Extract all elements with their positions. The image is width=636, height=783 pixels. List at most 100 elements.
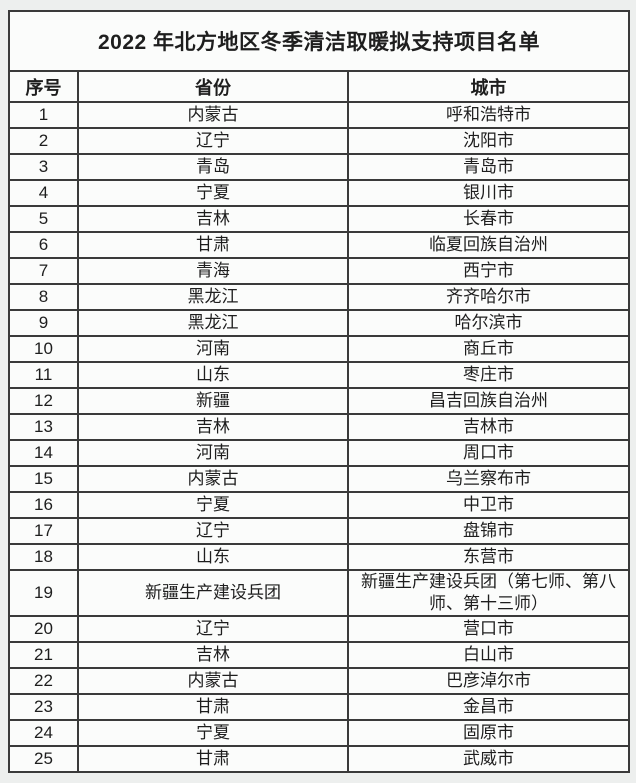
province-cell: 甘肃 <box>77 231 349 259</box>
city-cell: 齐齐哈尔市 <box>347 283 630 311</box>
row-number-cell: 22 <box>8 667 79 695</box>
table-row: 3 青岛 青岛市 <box>8 153 630 181</box>
row-number-cell: 13 <box>8 413 79 441</box>
row-number-cell: 21 <box>8 641 79 669</box>
table-row: 8 黑龙江 齐齐哈尔市 <box>8 283 630 311</box>
city-cell: 临夏回族自治州 <box>347 231 630 259</box>
row-number-cell: 14 <box>8 439 79 467</box>
province-cell: 新疆 <box>77 387 349 415</box>
city-cell: 哈尔滨市 <box>347 309 630 337</box>
province-cell: 河南 <box>77 439 349 467</box>
table-row: 5 吉林 长春市 <box>8 205 630 233</box>
table-row: 25 甘肃 武威市 <box>8 745 630 773</box>
city-cell: 商丘市 <box>347 335 630 363</box>
row-number-cell: 18 <box>8 543 79 571</box>
table-row: 14 河南 周口市 <box>8 439 630 467</box>
province-cell: 辽宁 <box>77 517 349 545</box>
province-cell: 山东 <box>77 543 349 571</box>
table-row: 11 山东 枣庄市 <box>8 361 630 389</box>
city-cell: 固原市 <box>347 719 630 747</box>
table-row: 16 宁夏 中卫市 <box>8 491 630 519</box>
province-cell: 青岛 <box>77 153 349 181</box>
province-cell: 吉林 <box>77 205 349 233</box>
row-number-cell: 19 <box>8 569 79 617</box>
province-cell: 河南 <box>77 335 349 363</box>
city-cell: 周口市 <box>347 439 630 467</box>
column-header-index: 序号 <box>8 70 79 103</box>
city-cell: 青岛市 <box>347 153 630 181</box>
heating-support-projects-table: 2022 年北方地区冬季清洁取暖拟支持项目名单 序号 省份 城市 1 内蒙古 呼和浩… <box>8 10 630 773</box>
city-cell: 乌兰察布市 <box>347 465 630 493</box>
city-cell: 呼和浩特市 <box>347 101 630 129</box>
column-header-city: 城市 <box>347 70 630 103</box>
table-title-row: 2022 年北方地区冬季清洁取暖拟支持项目名单 <box>8 10 630 72</box>
row-number-cell: 24 <box>8 719 79 747</box>
city-cell: 吉林市 <box>347 413 630 441</box>
table-row: 17 辽宁 盘锦市 <box>8 517 630 545</box>
table-header-row: 序号 省份 城市 <box>8 70 630 103</box>
city-cell: 沈阳市 <box>347 127 630 155</box>
province-cell: 吉林 <box>77 413 349 441</box>
row-number-cell: 25 <box>8 745 79 773</box>
row-number-cell: 4 <box>8 179 79 207</box>
row-number-cell: 16 <box>8 491 79 519</box>
row-number-cell: 15 <box>8 465 79 493</box>
row-number-cell: 17 <box>8 517 79 545</box>
row-number-cell: 20 <box>8 615 79 643</box>
province-cell: 辽宁 <box>77 615 349 643</box>
row-number-cell: 8 <box>8 283 79 311</box>
table-row: 23 甘肃 金昌市 <box>8 693 630 721</box>
table-row: 24 宁夏 固原市 <box>8 719 630 747</box>
province-cell: 青海 <box>77 257 349 285</box>
province-cell: 宁夏 <box>77 491 349 519</box>
city-cell: 巴彦淖尔市 <box>347 667 630 695</box>
table-title: 2022 年北方地区冬季清洁取暖拟支持项目名单 <box>8 10 630 72</box>
row-number-cell: 9 <box>8 309 79 337</box>
city-cell: 盘锦市 <box>347 517 630 545</box>
row-number-cell: 7 <box>8 257 79 285</box>
table-row: 9 黑龙江 哈尔滨市 <box>8 309 630 337</box>
row-number-cell: 2 <box>8 127 79 155</box>
province-cell: 黑龙江 <box>77 309 349 337</box>
row-number-cell: 3 <box>8 153 79 181</box>
city-cell: 长春市 <box>347 205 630 233</box>
province-cell: 甘肃 <box>77 693 349 721</box>
province-cell: 黑龙江 <box>77 283 349 311</box>
city-cell: 银川市 <box>347 179 630 207</box>
table-body: 1 内蒙古 呼和浩特市 2 辽宁 沈阳市 3 青岛 青岛市 4 宁夏 银川市 5 吉林 长春市 6 甘肃 临夏回族… <box>8 101 630 773</box>
province-cell: 吉林 <box>77 641 349 669</box>
row-number-cell: 23 <box>8 693 79 721</box>
row-number-cell: 11 <box>8 361 79 389</box>
table-row: 19 新疆生产建设兵团 新疆生产建设兵团（第七师、第八师、第十三师） <box>8 569 630 617</box>
row-number-cell: 5 <box>8 205 79 233</box>
province-cell: 辽宁 <box>77 127 349 155</box>
table-row: 15 内蒙古 乌兰察布市 <box>8 465 630 493</box>
province-cell: 宁夏 <box>77 719 349 747</box>
city-cell: 营口市 <box>347 615 630 643</box>
column-header-province: 省份 <box>77 70 349 103</box>
city-cell: 枣庄市 <box>347 361 630 389</box>
province-cell: 山东 <box>77 361 349 389</box>
province-cell: 宁夏 <box>77 179 349 207</box>
city-cell: 昌吉回族自治州 <box>347 387 630 415</box>
table-row: 20 辽宁 营口市 <box>8 615 630 643</box>
table-row: 22 内蒙古 巴彦淖尔市 <box>8 667 630 695</box>
table-row: 10 河南 商丘市 <box>8 335 630 363</box>
row-number-cell: 10 <box>8 335 79 363</box>
table-row: 1 内蒙古 呼和浩特市 <box>8 101 630 129</box>
city-cell: 中卫市 <box>347 491 630 519</box>
table-row: 2 辽宁 沈阳市 <box>8 127 630 155</box>
city-cell: 西宁市 <box>347 257 630 285</box>
province-cell: 内蒙古 <box>77 101 349 129</box>
city-cell: 白山市 <box>347 641 630 669</box>
table-row: 7 青海 西宁市 <box>8 257 630 285</box>
row-number-cell: 12 <box>8 387 79 415</box>
row-number-cell: 1 <box>8 101 79 129</box>
city-cell: 东营市 <box>347 543 630 571</box>
table-row: 12 新疆 昌吉回族自治州 <box>8 387 630 415</box>
province-cell: 新疆生产建设兵团 <box>77 569 349 617</box>
table-row: 6 甘肃 临夏回族自治州 <box>8 231 630 259</box>
city-cell: 新疆生产建设兵团（第七师、第八师、第十三师） <box>347 569 630 617</box>
row-number-cell: 6 <box>8 231 79 259</box>
